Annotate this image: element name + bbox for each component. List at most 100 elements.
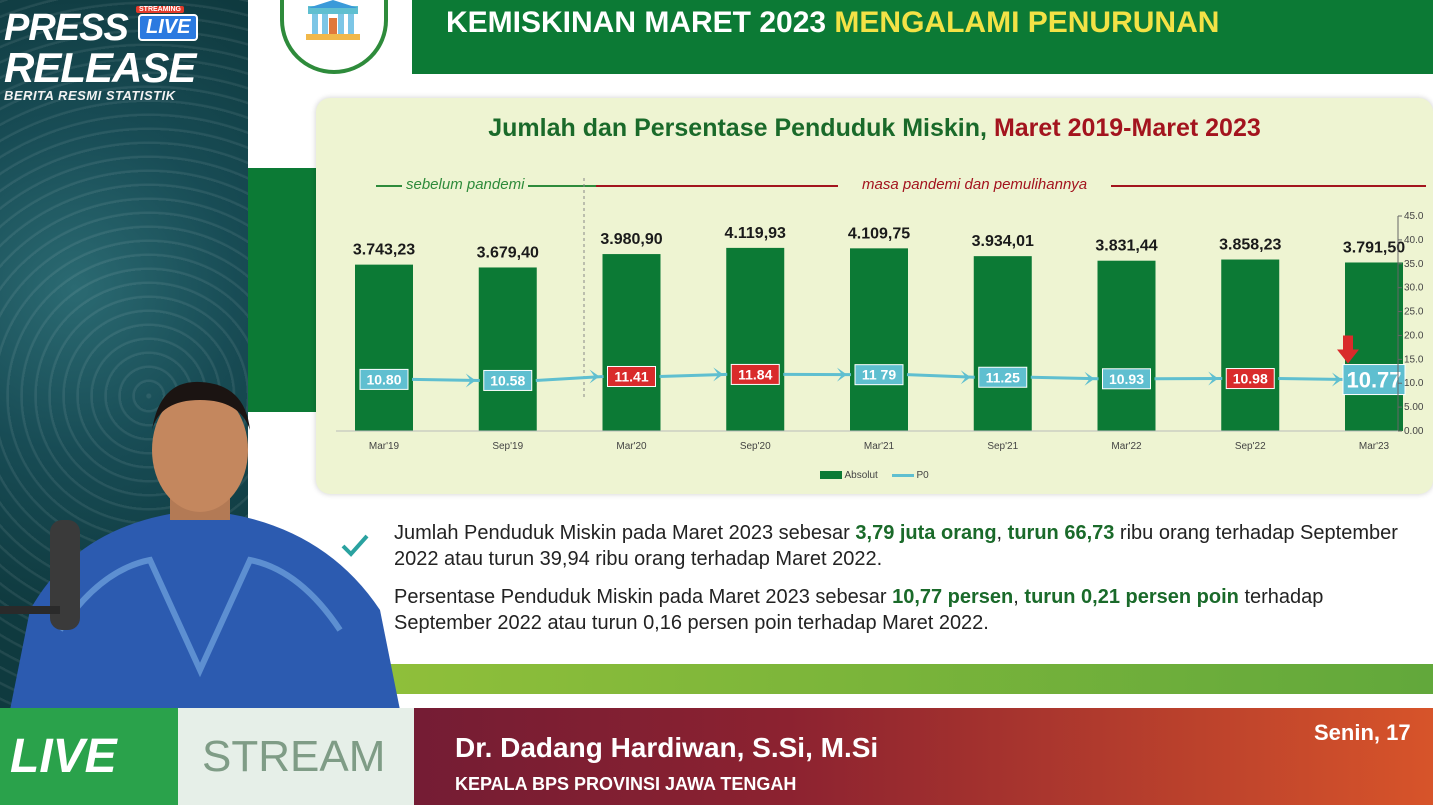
poverty-chart: 3.743,23 Mar'19 3.679,40 Sep'19 3.980,90 Mar'… (336, 178, 1424, 452)
p0-arrow-marker (713, 367, 724, 382)
chart-bar (478, 267, 537, 431)
broadcast-date: Senin, 17 (1314, 720, 1411, 745)
live-label: LIVE (0, 708, 178, 805)
bar-value-label: 3.980,90 (600, 231, 662, 248)
p0-value-box (854, 364, 904, 386)
bar-value-label: 4.119,93 (725, 225, 787, 242)
chart-bar (1097, 260, 1156, 431)
bar-value-label: 4.109,75 (848, 225, 910, 242)
slide-title-bar: KEMISKINAN MARET 2023 MENGALAMI PENURUNA… (412, 0, 1433, 74)
x-tick-label: Sep'22 (1235, 441, 1266, 452)
chart-bar (1221, 259, 1280, 431)
x-tick-label: Sep'21 (987, 441, 1018, 452)
check-icon (341, 534, 369, 557)
right-axis-tick-label: 35.0 (1404, 259, 1424, 270)
live-badge-text: LIVE (146, 16, 191, 38)
down-arrow-icon (1337, 335, 1359, 364)
p0-line-segment (659, 372, 728, 378)
stream-label: STREAM (178, 708, 414, 805)
p0-arrow-marker (1084, 371, 1095, 386)
p0-arrow-marker (1332, 372, 1342, 387)
p0-value-box (730, 363, 780, 385)
summary-bullets: Jumlah Penduduk Miskin pada Maret 2023 s… (340, 520, 1420, 648)
legend-p0-swatch (891, 473, 914, 477)
bullet1-bold-a: 3,79 juta orang (855, 522, 997, 544)
live-badge: STREAMING LIVE (136, 6, 199, 41)
p0-value-box (978, 366, 1028, 388)
p0-arrow-marker (1208, 371, 1219, 386)
chart-title: Jumlah dan Persentase Penduduk Miskin, M… (316, 114, 1433, 143)
presenter-video (0, 381, 400, 710)
p0-value-label: 10.58 (490, 372, 525, 388)
speaker-role: KEPALA BPS PROVINSI JAWA TENGAH (455, 774, 797, 794)
x-tick-label: Mar'21 (864, 441, 895, 452)
chart-card: Jumlah dan Persentase Penduduk Miskin, M… (316, 98, 1433, 494)
x-tick-label: Sep'19 (492, 441, 523, 452)
p0-value-box (483, 369, 533, 391)
chart-bar (726, 247, 785, 431)
chart-bar (973, 256, 1032, 431)
legend-absolut-label: Absolut (844, 470, 878, 481)
slide-title-main: KEMISKINAN MARET 2023 (446, 6, 827, 39)
p0-value-label: 10.80 (366, 371, 401, 387)
p0-value-label: 11.25 (986, 369, 1020, 385)
chart-bar (602, 254, 661, 431)
side-green-block (248, 168, 316, 412)
bar-value-label: 3.858,23 (1219, 237, 1281, 254)
p0-arrow-marker (465, 373, 476, 388)
right-axis-tick-label: 20.0 (1404, 330, 1424, 341)
bar-value-label: 3.743,23 (353, 242, 415, 259)
bullet-item: Persentase Penduduk Miskin pada Maret 20… (340, 584, 1420, 636)
chart-title-part1: Jumlah dan Persentase Penduduk Miskin, (488, 114, 987, 142)
right-axis-tick-label: 25.0 (1404, 307, 1424, 318)
p0-line-segment (535, 374, 604, 382)
period-during-label: masa pandemi dan pemulihannya (838, 176, 1112, 193)
x-tick-label: Mar'23 (1359, 441, 1390, 452)
period-before-label: sebelum pandemi (402, 176, 529, 193)
building-icon (306, 0, 360, 40)
right-axis-tick-label: 15.0 (1404, 354, 1424, 365)
x-tick-label: Mar'22 (1111, 441, 1142, 452)
p0-value-label: 11.41 (614, 368, 648, 384)
legend-absolut-swatch (820, 471, 843, 480)
press-line1: PRESS (4, 7, 129, 49)
x-tick-label: Mar'20 (616, 441, 647, 452)
bar-value-label: 3.679,40 (477, 244, 539, 261)
right-axis-tick-label: 45.0 (1404, 211, 1424, 222)
bullet2-text-a: Persentase Penduduk Miskin pada Maret 20… (394, 586, 893, 608)
bullet2-sep: , (1013, 586, 1025, 608)
chart-bar (850, 248, 908, 431)
bullet1-text-a: Jumlah Penduduk Miskin pada Maret 2023 s… (394, 522, 856, 544)
bullet2-text-b: terhadap September 2022 atau turun 0,16 … (394, 586, 1324, 634)
bar-value-label: 3.791,50 (1343, 239, 1405, 256)
p0-value-label: 10.98 (1233, 371, 1268, 387)
p0-line-segment (1030, 375, 1099, 381)
press-subtitle: BERITA RESMI STATISTIK (4, 88, 176, 103)
right-axis-tick-label: 10.0 (1404, 378, 1424, 389)
chart-legend: Absolut P0 (316, 470, 1433, 481)
p0-value-box (1342, 364, 1406, 396)
chart-title-part2: Maret 2019-Maret 2023 (993, 114, 1261, 142)
p0-value-label: 11 79 (862, 367, 896, 383)
bullet1-sep: , (996, 522, 1008, 544)
lower-third-banner: LIVE STREAM Dr. Dadang Hardiwan, S.Si, M… (0, 708, 1433, 805)
p0-value-label: 10.93 (1109, 371, 1144, 387)
p0-arrow-marker (589, 369, 600, 384)
right-axis-tick-label: 30.0 (1404, 283, 1424, 294)
bar-value-label: 3.831,44 (1095, 238, 1157, 255)
p0-value-label: 10.77 (1346, 368, 1401, 393)
x-tick-label: Mar'19 (369, 441, 400, 452)
p0-value-box (1102, 368, 1151, 390)
press-release-logo: PRESS RELEASE BERITA RESMI STATISTIK (4, 8, 244, 103)
bullet2-bold-a: 10,77 persen (892, 586, 1014, 608)
p0-value-box (359, 368, 409, 390)
speaker-name: Dr. Dadang Hardiwan, S.Si, M.Si (455, 732, 879, 763)
x-tick-label: Sep'20 (740, 441, 771, 452)
streaming-tag: STREAMING (136, 6, 184, 13)
chart-bar (1345, 262, 1403, 431)
bullet1-text-b: ribu orang terhadap September 2022 atau … (394, 522, 1398, 570)
p0-value-box (1225, 368, 1275, 390)
right-axis-tick-label: 5.00 (1404, 402, 1424, 413)
green-accent-strip (390, 664, 1433, 694)
p0-value-label: 11.84 (738, 366, 772, 382)
